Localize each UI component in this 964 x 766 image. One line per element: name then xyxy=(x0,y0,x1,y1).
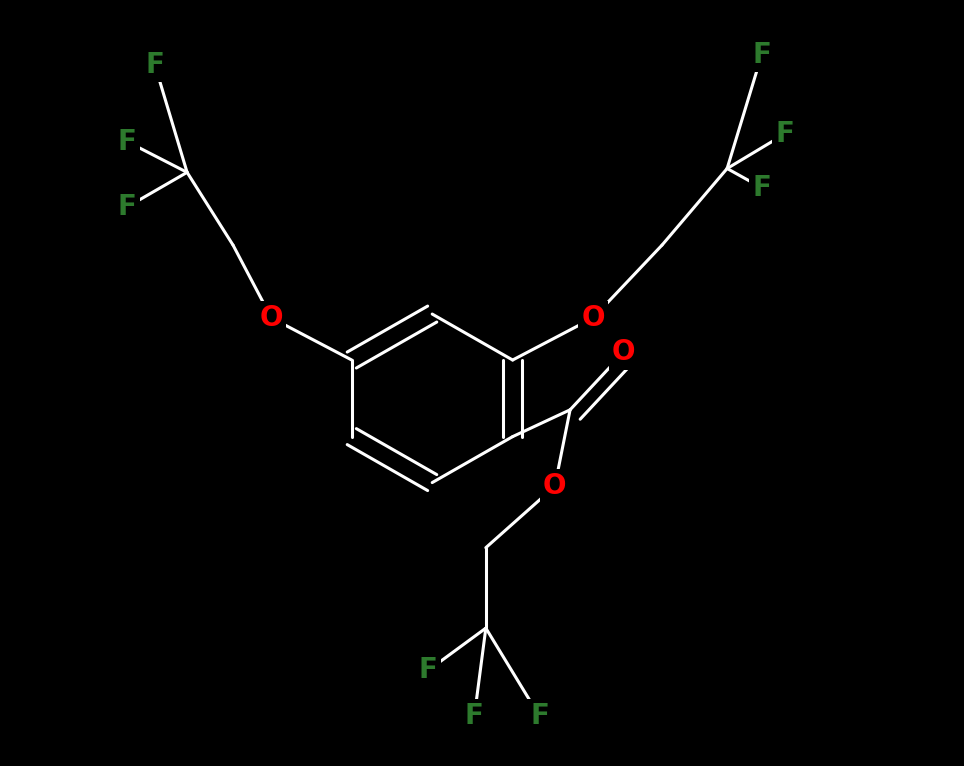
Text: F: F xyxy=(118,193,137,221)
Text: O: O xyxy=(612,339,635,366)
Text: F: F xyxy=(419,656,438,684)
Text: F: F xyxy=(465,702,484,730)
Text: F: F xyxy=(752,41,771,69)
Text: F: F xyxy=(752,174,771,201)
Text: F: F xyxy=(118,128,137,155)
Text: F: F xyxy=(775,120,794,148)
Text: F: F xyxy=(530,702,549,730)
Text: O: O xyxy=(543,473,567,500)
Text: O: O xyxy=(259,304,283,332)
Text: F: F xyxy=(146,51,164,79)
Text: O: O xyxy=(581,304,604,332)
